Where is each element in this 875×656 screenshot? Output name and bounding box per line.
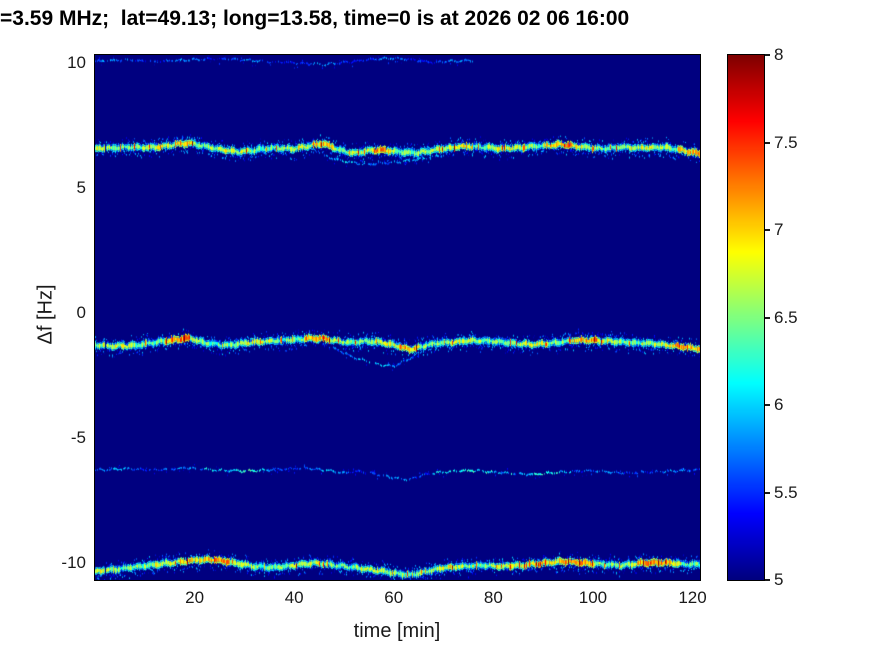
colorbar-tick-label: 7 [774,220,784,239]
y-tick-label: -5 [70,427,86,447]
x-tick-label: 40 [284,588,304,607]
x-tick-label: 120 [678,588,707,607]
colorbar-tick-label: 8 [774,45,784,64]
y-tick-label: 0 [76,302,86,322]
colorbar-tick-mark [765,54,770,56]
spectrogram-canvas [95,55,700,580]
colorbar-canvas [728,55,764,580]
colorbar-tick-mark [765,141,770,144]
colorbar-tick-mark [765,579,770,581]
y-tick-label: 10 [67,52,86,72]
colorbar-tick-mark [765,229,770,231]
colorbar-tick-label: 5 [774,570,784,589]
colorbar-tick-label: 5.5 [774,482,798,502]
colorbar [727,54,765,581]
chart-title: =3.59 MHz; lat=49.13; long=13.58, time=0… [0,7,630,30]
x-tick-label: 100 [578,588,608,607]
x-tick-label: 20 [185,588,205,607]
x-tick-label: 80 [483,588,503,607]
colorbar-tick-label: 6 [774,395,784,414]
colorbar-tick-mark [765,404,770,406]
colorbar-tick-label: 6.5 [774,307,798,327]
colorbar-tick-mark [765,491,770,494]
plot-area [94,54,701,581]
y-tick-label: 5 [76,177,86,197]
x-tick-label: 60 [384,588,404,607]
x-axis-label: time [min] [353,620,441,642]
colorbar-tick-label: 7.5 [774,132,798,152]
y-tick-label: -10 [61,552,86,572]
colorbar-tick-mark [765,316,770,319]
